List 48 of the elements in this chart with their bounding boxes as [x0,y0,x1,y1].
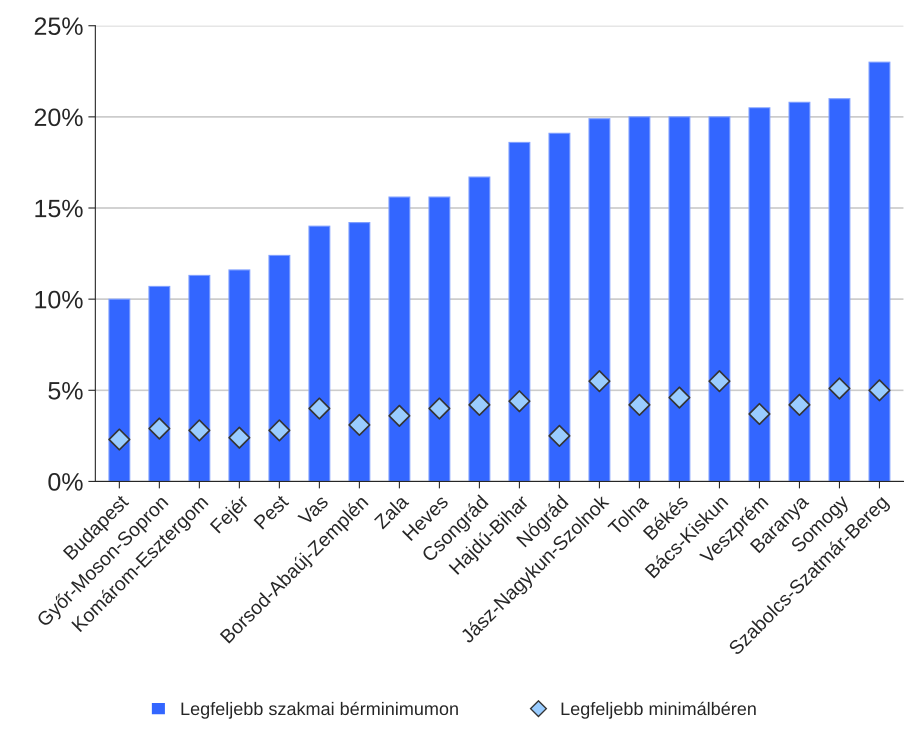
bar [348,222,370,482]
point [228,426,250,449]
legend-label: Legfeljebb minimálbéren [562,702,756,719]
point [428,397,451,420]
bar [748,107,770,482]
legend-label: Legfeljebb szakmai bérminimumon [182,702,458,719]
y-tick-label: 0% [48,473,83,491]
point [708,370,731,392]
point [308,397,331,420]
bar [388,196,410,482]
point [508,390,531,412]
point [388,404,411,427]
y-tick-label: 5% [48,382,83,400]
bar [108,298,130,482]
bar [308,226,330,482]
bar [628,116,650,482]
bar [708,116,730,482]
bar [428,196,450,482]
point [188,419,210,442]
bar [188,274,210,482]
point [548,424,571,447]
point [148,417,170,440]
bar [828,98,850,482]
y-tick-label: 20% [34,108,83,126]
point [628,394,651,416]
point [668,386,691,409]
point [788,394,811,416]
bar [468,176,490,482]
bar [148,286,170,482]
point [108,428,130,451]
point [828,377,851,400]
point [348,414,371,436]
bar [268,254,290,482]
bar [868,62,890,482]
y-tick-label: 10% [35,290,83,308]
point [868,379,891,402]
bar [588,118,610,482]
y-tick-label: 25% [34,17,83,36]
bar [788,102,810,482]
point [268,419,290,442]
point [468,394,491,416]
y-tick-label: 15% [35,200,83,218]
bar [228,269,250,482]
point [588,370,611,392]
bar [668,116,690,482]
bar [508,142,530,482]
point [748,402,771,426]
bar [548,132,570,482]
